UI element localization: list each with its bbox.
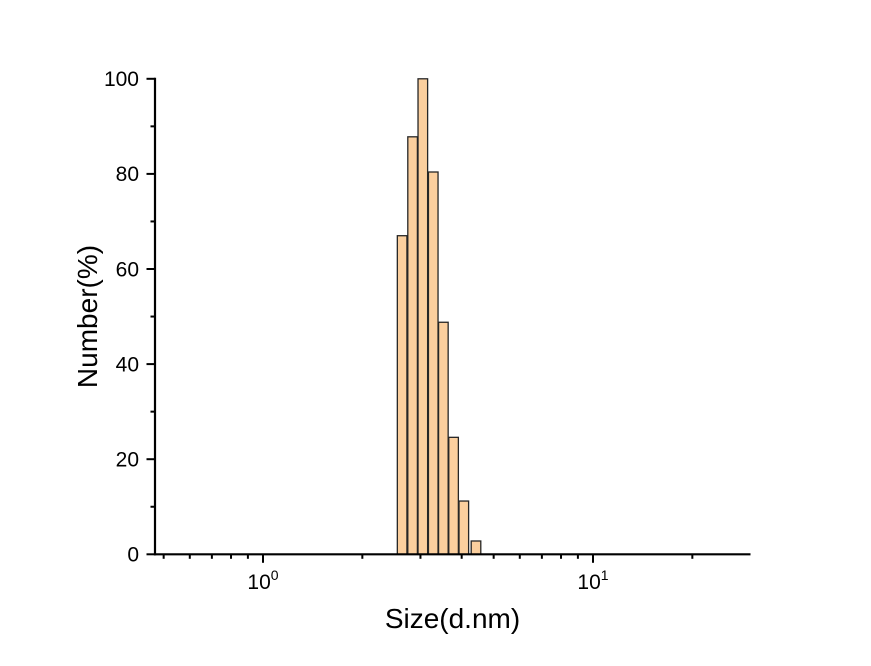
bar-size-3.78nm bbox=[448, 436, 460, 555]
bar-size-2.84nm bbox=[407, 136, 419, 555]
y-tick-label: 0 bbox=[127, 544, 139, 567]
y-tick-label: 60 bbox=[116, 258, 139, 281]
bar-size-4.06nm bbox=[458, 500, 470, 555]
bar-size-4.42nm bbox=[470, 540, 482, 555]
bar-size-2.64nm bbox=[396, 235, 408, 555]
y-tick-label: 40 bbox=[116, 353, 139, 376]
y-tick-label: 100 bbox=[104, 68, 139, 91]
bar-size-3.52nm bbox=[437, 321, 449, 555]
y-axis-title: Number(%) bbox=[72, 245, 103, 388]
x-tick-label: 100 bbox=[247, 567, 278, 594]
y-tick-label: 20 bbox=[116, 449, 139, 472]
bar-size-3.28nm bbox=[427, 171, 439, 555]
bar-size-3.05nm bbox=[417, 78, 429, 555]
x-tick-label: 101 bbox=[577, 567, 608, 594]
x-axis-title: Size(d.nm) bbox=[385, 603, 520, 634]
y-tick-label: 80 bbox=[116, 163, 139, 186]
